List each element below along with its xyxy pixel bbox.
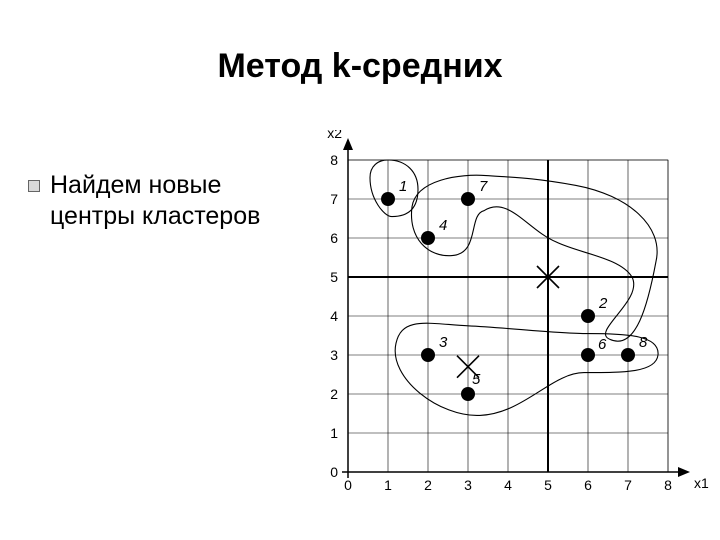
- x-axis-label: x1: [694, 475, 709, 491]
- page-title: Метод k-средних: [0, 47, 720, 86]
- cluster-outline: [395, 323, 658, 415]
- cluster-outline: [411, 175, 657, 341]
- y-tick-label: 6: [330, 230, 338, 246]
- data-point: [621, 348, 635, 362]
- chart-svg: 0 1 2 3 4 5 6 7 8 0 1 2 3 4 5 6 7 8 x1 x2 1 2 3 4 5 6 7 8: [300, 130, 710, 530]
- x-tick-label: 8: [664, 477, 672, 493]
- data-point: [381, 192, 395, 206]
- y-tick-label: 7: [330, 191, 338, 207]
- cluster-outline: [370, 160, 418, 217]
- data-point: [461, 387, 475, 401]
- x-tick-label: 2: [424, 477, 432, 493]
- data-point-label: 8: [639, 334, 648, 351]
- data-point: [421, 348, 435, 362]
- y-tick-label: 3: [330, 347, 338, 363]
- x-tick-label: 6: [584, 477, 592, 493]
- y-tick-label: 8: [330, 152, 338, 168]
- y-tick-label: 5: [330, 269, 338, 285]
- x-tick-label: 0: [344, 477, 352, 493]
- bullet-marker: [28, 180, 40, 192]
- data-point-label: 2: [598, 295, 608, 312]
- data-point: [581, 309, 595, 323]
- data-point: [421, 231, 435, 245]
- kmeans-scatter-chart: 0 1 2 3 4 5 6 7 8 0 1 2 3 4 5 6 7 8 x1 x2 1 2 3 4 5 6 7 8: [300, 130, 710, 530]
- x-tick-label: 3: [464, 477, 472, 493]
- data-point-label: 5: [472, 371, 481, 388]
- y-tick-label: 4: [330, 308, 338, 324]
- bullet-item: Найдем новые центры кластеров: [28, 170, 298, 233]
- x-tick-label: 5: [544, 477, 552, 493]
- x-tick-label: 1: [384, 477, 392, 493]
- data-point-label: 7: [479, 178, 488, 195]
- x-axis-arrow-icon: [678, 467, 690, 477]
- y-tick-label: 1: [330, 425, 338, 441]
- data-point-label: 4: [439, 217, 447, 234]
- data-point: [581, 348, 595, 362]
- data-point-label: 6: [598, 336, 607, 353]
- data-point-label: 3: [439, 334, 448, 351]
- y-tick-label: 0: [330, 464, 338, 480]
- bullet-text: Найдем новые центры кластеров: [50, 170, 298, 233]
- y-axis-label: x2: [327, 130, 342, 141]
- data-point: [461, 192, 475, 206]
- y-axis-arrow-icon: [343, 138, 353, 150]
- y-tick-label: 2: [330, 386, 338, 402]
- x-tick-label: 4: [504, 477, 512, 493]
- data-point-label: 1: [399, 178, 407, 195]
- x-tick-label: 7: [624, 477, 632, 493]
